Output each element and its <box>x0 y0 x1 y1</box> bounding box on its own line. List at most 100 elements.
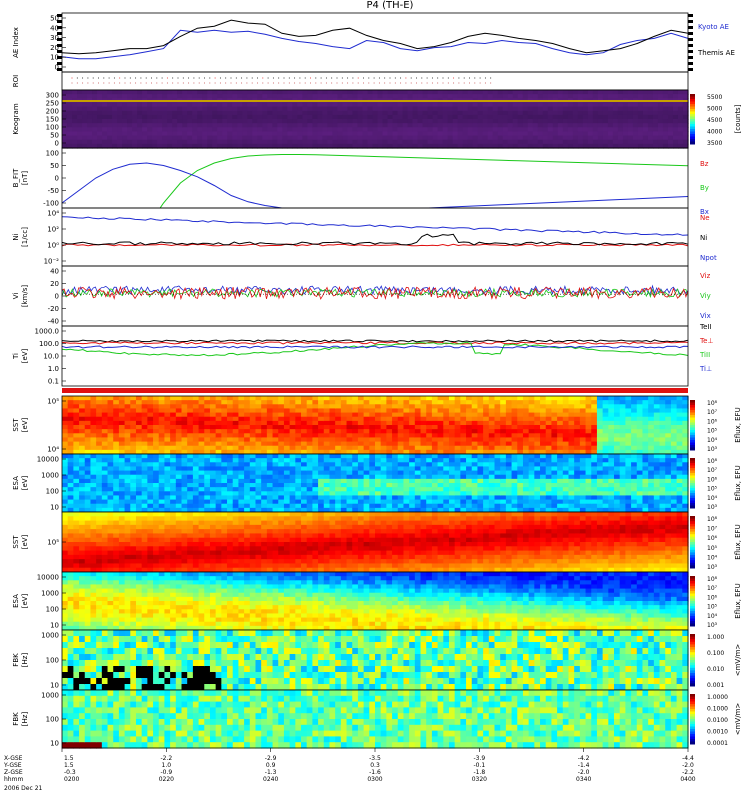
spectrogram-cell <box>437 495 444 501</box>
keogram-cell <box>452 135 459 141</box>
keogram-cell <box>547 135 554 141</box>
spectrogram-cell <box>477 491 484 497</box>
spectrogram-cell <box>397 400 405 405</box>
keogram-cell <box>587 135 594 141</box>
keogram-cell <box>527 131 534 137</box>
spectrogram-cell <box>431 396 439 401</box>
keogram-cell <box>272 139 278 145</box>
keogram-cell <box>332 131 339 137</box>
keogram-cell <box>152 139 158 145</box>
keogram-cell <box>357 114 364 120</box>
spectrogram-cell <box>301 462 308 468</box>
spectrogram-cell <box>665 412 672 418</box>
keogram-cell <box>372 139 379 145</box>
spectrogram-cell <box>375 462 382 468</box>
spectrogram-cell <box>62 445 69 451</box>
keogram-cell <box>152 110 158 116</box>
roi-dot <box>405 77 407 79</box>
spectrogram-cell <box>306 495 313 501</box>
legend-ne: Ne <box>700 214 710 222</box>
spectrogram-cell <box>551 441 558 447</box>
spectrogram-cell <box>147 441 154 447</box>
spectrogram-cell <box>352 470 359 476</box>
keogram-cell <box>407 143 414 149</box>
spectrogram-cell <box>141 404 148 410</box>
keogram-cell <box>442 123 449 128</box>
spectrogram-cell <box>386 495 393 501</box>
spectrogram-cell <box>665 437 672 443</box>
spectrogram-cell <box>227 404 234 410</box>
spectrogram-cell <box>346 478 353 484</box>
spectrogram-cell <box>187 470 194 476</box>
spectrogram-cell <box>636 429 644 434</box>
spectrogram-cell <box>557 474 564 480</box>
spectrogram-cell <box>346 503 353 509</box>
colorbar-cell <box>690 124 695 127</box>
spectrogram-cell <box>215 441 222 447</box>
spectrogram-cell <box>170 408 177 414</box>
spectrogram-cell <box>369 478 376 484</box>
spectrogram-cell <box>403 445 410 451</box>
spectrogram-cell <box>522 420 530 426</box>
spectrogram-cell <box>261 487 268 492</box>
spectrogram-cell <box>403 458 410 463</box>
spectrogram-cell <box>574 483 581 488</box>
spectrogram-cell <box>466 474 473 480</box>
spectrogram-cell <box>278 445 285 451</box>
spectrogram-cell <box>551 499 558 505</box>
roi-dot <box>463 82 465 84</box>
roi-dot <box>474 82 476 84</box>
keogram-cell <box>592 139 599 145</box>
keogram-cell <box>437 139 444 145</box>
spectrogram-cell <box>113 404 120 410</box>
spectrogram-cell <box>483 495 490 501</box>
roi-dot <box>283 82 285 84</box>
spectrogram-cell <box>460 454 467 459</box>
spectrogram-cell <box>198 420 205 426</box>
colorbar-cell <box>690 445 695 448</box>
spectrogram-cell <box>653 420 661 426</box>
keogram-cell <box>517 102 524 108</box>
spectrogram-cell <box>579 462 587 468</box>
keogram-cell <box>87 123 93 128</box>
keogram-cell <box>417 119 424 124</box>
spectrogram-cell <box>283 400 291 405</box>
keogram-cell <box>147 123 153 128</box>
keogram-cell <box>622 135 629 141</box>
keogram-cell <box>237 102 243 108</box>
spectrogram-cell <box>431 495 439 501</box>
spectrogram-cell <box>187 491 194 497</box>
spectrogram-cell <box>79 412 86 418</box>
legend-1: Te⊥ <box>699 337 714 345</box>
keogram-cell <box>382 114 389 120</box>
spectrogram-cell <box>198 396 205 401</box>
spectrogram-cell <box>557 454 564 459</box>
spectrogram-cell <box>682 437 689 443</box>
spectrogram-cell <box>272 470 279 476</box>
keogram-cell <box>442 139 449 145</box>
spectrogram-cell <box>369 507 376 513</box>
keogram-cell <box>547 139 554 145</box>
spectrogram-cell <box>323 454 331 459</box>
spectrogram-cell <box>591 470 598 476</box>
spectrogram-cell <box>215 404 222 410</box>
keogram-cell <box>227 90 233 95</box>
keogram-cell <box>132 106 138 112</box>
spectrogram-cell <box>255 433 262 439</box>
spectrogram-cell <box>79 503 86 509</box>
keogram-cell <box>137 94 143 99</box>
keogram-cell <box>382 106 389 112</box>
keogram-cell <box>132 114 138 120</box>
spectrogram-cell <box>585 408 592 414</box>
spectrogram-cell <box>67 445 74 451</box>
keogram-cell <box>287 135 293 141</box>
roi-dot <box>336 77 338 79</box>
spectrogram-cell <box>602 487 609 492</box>
spectrogram-cell <box>483 462 490 468</box>
spectrogram-cell <box>585 462 592 468</box>
keogram-cell <box>407 102 414 108</box>
spectrogram-cell <box>164 458 171 463</box>
spectrogram-cell <box>557 491 564 497</box>
keogram-cell <box>467 131 474 137</box>
series-ti-red <box>61 341 689 345</box>
